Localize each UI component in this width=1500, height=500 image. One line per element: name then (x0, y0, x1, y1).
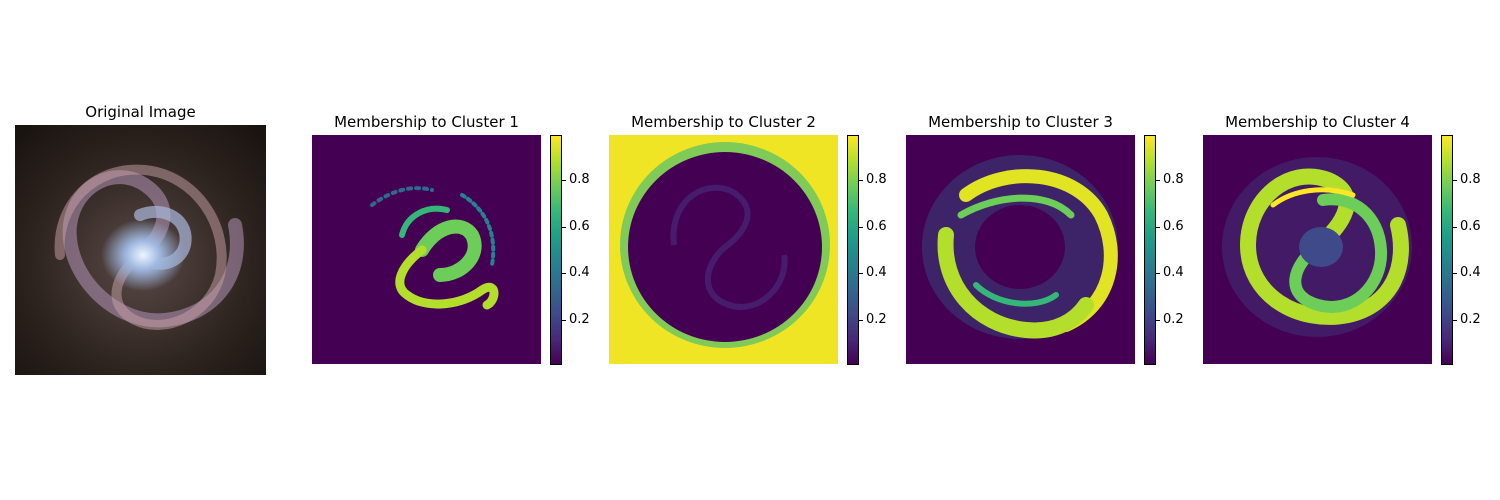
colorbar-tick (859, 320, 863, 321)
panel-title-original: Original Image (85, 103, 196, 121)
colorbar-tick-label: 0.2 (1460, 312, 1481, 327)
colorbar-tick-label: 0.6 (1163, 219, 1184, 234)
colorbar-tick (1453, 180, 1457, 181)
colorbar-tick (859, 227, 863, 228)
panel-title-cluster-4: Membership to Cluster 4 (1225, 113, 1410, 131)
colorbar-tick-label: 0.8 (1163, 172, 1184, 187)
membership-map-cluster-4 (1203, 135, 1432, 364)
galaxy-arm (54, 164, 227, 330)
colorbar-tick (562, 180, 566, 181)
membership-map-cluster-3 (906, 135, 1135, 364)
colorbar-tick-label: 0.8 (866, 172, 887, 187)
colorbar-tick-label: 0.2 (569, 312, 590, 327)
colorbar-tick-label: 0.4 (866, 265, 887, 280)
colorbar-tick (562, 320, 566, 321)
colorbar-tick-label: 0.8 (1460, 172, 1481, 187)
colorbar-tick (1453, 227, 1457, 228)
original-galaxy-image (15, 125, 266, 375)
colorbar-tick (859, 273, 863, 274)
colorbar-cluster-4 (1441, 135, 1453, 365)
colorbar-tick-label: 0.4 (1460, 265, 1481, 280)
colorbar-tick-label: 0.6 (1460, 219, 1481, 234)
colorbar-tick (562, 273, 566, 274)
colorbar-tick-label: 0.4 (569, 265, 590, 280)
colorbar-tick-label: 0.2 (1163, 312, 1184, 327)
colorbar-tick (859, 180, 863, 181)
panel-title-cluster-2: Membership to Cluster 2 (631, 113, 816, 131)
colorbar-tick-label: 0.6 (569, 219, 590, 234)
colorbar-tick-label: 0.4 (1163, 265, 1184, 280)
galaxy-core (101, 219, 185, 291)
colorbar-cluster-3 (1144, 135, 1156, 365)
colorbar-tick-label: 0.2 (866, 312, 887, 327)
colorbar-tick (1156, 180, 1160, 181)
colorbar-tick (1453, 273, 1457, 274)
colorbar-tick (1156, 273, 1160, 274)
colorbar-tick (1453, 320, 1457, 321)
colorbar-cluster-1 (550, 135, 562, 365)
membership-map-cluster-2 (609, 135, 838, 364)
colorbar-tick (1156, 227, 1160, 228)
colorbar-tick (1156, 320, 1160, 321)
membership-map-cluster-1 (312, 135, 541, 364)
panel-title-cluster-3: Membership to Cluster 3 (928, 113, 1113, 131)
colorbar-tick (562, 227, 566, 228)
colorbar-tick-label: 0.8 (569, 172, 590, 187)
panel-title-cluster-1: Membership to Cluster 1 (334, 113, 519, 131)
colorbar-cluster-2 (847, 135, 859, 365)
colorbar-tick-label: 0.6 (866, 219, 887, 234)
